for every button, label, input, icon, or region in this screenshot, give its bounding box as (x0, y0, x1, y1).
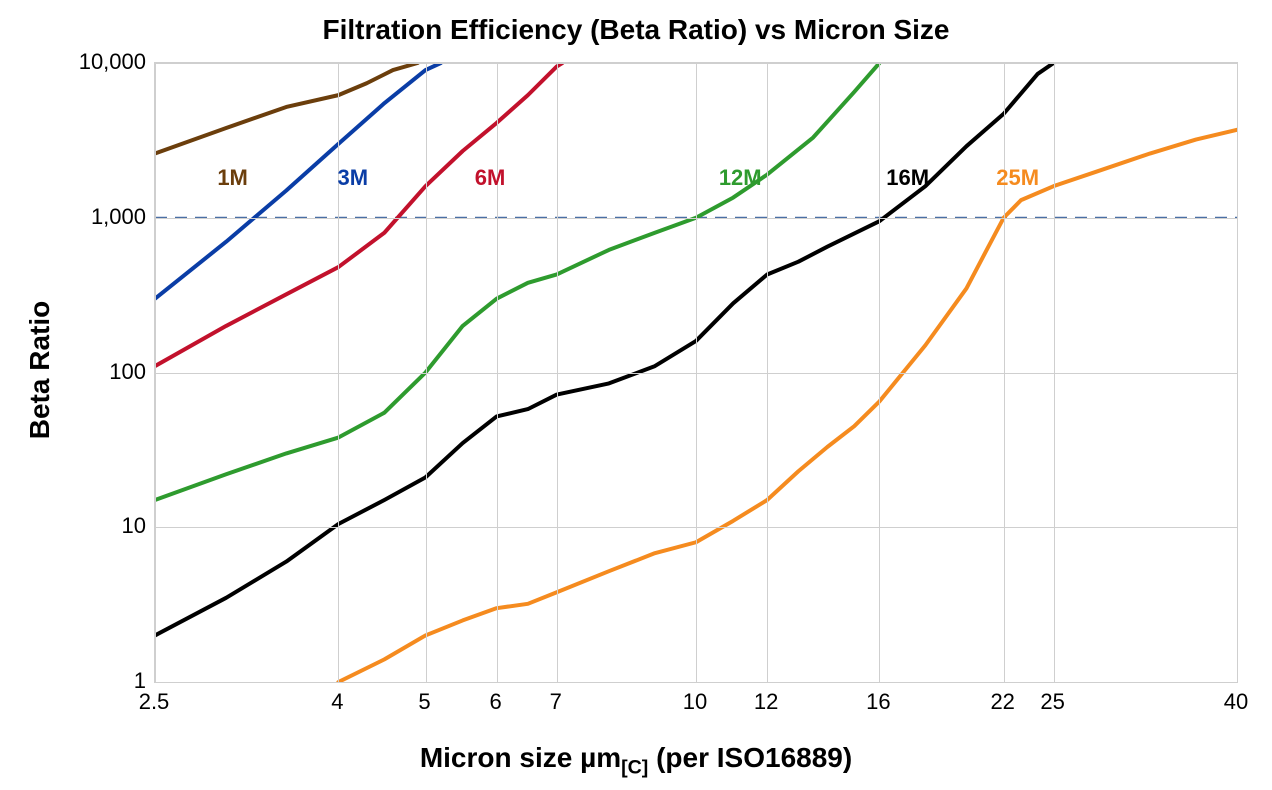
x-tick-label: 12 (754, 689, 778, 715)
y-tick-label: 100 (109, 359, 146, 385)
series-label-25M: 25M (996, 165, 1039, 191)
series-line-16M (155, 63, 1054, 635)
plot-area: 1M 3M 6M 12M 16M 25M (154, 62, 1238, 683)
chart-title: Filtration Efficiency (Beta Ratio) vs Mi… (0, 14, 1272, 46)
series-line-6M (155, 63, 562, 366)
series-label-1M: 1M (217, 165, 248, 191)
y-axis-label: Beta Ratio (24, 301, 56, 439)
series-label-3M: 3M (338, 165, 369, 191)
series-line-3M (155, 63, 441, 299)
x-tick-label: 40 (1224, 689, 1248, 715)
x-tick-label: 5 (418, 689, 430, 715)
gridline-v (1237, 63, 1238, 682)
y-tick-label: 1,000 (91, 204, 146, 230)
series-label-16M: 16M (886, 165, 929, 191)
series-line-12M (155, 63, 879, 500)
y-tick-label: 1 (134, 668, 146, 694)
x-tick-label: 22 (990, 689, 1014, 715)
gridline-h (155, 63, 1237, 64)
gridline-h (155, 218, 1237, 219)
series-label-12M: 12M (719, 165, 762, 191)
gridline-h (155, 527, 1237, 528)
y-tick-label: 10 (122, 513, 146, 539)
gridline-h (155, 373, 1237, 374)
x-tick-label: 16 (866, 689, 890, 715)
series-line-25M (338, 130, 1237, 682)
x-axis-label: Micron size µm[C] (per ISO16889) (0, 742, 1272, 780)
series-label-6M: 6M (475, 165, 506, 191)
x-tick-label: 7 (550, 689, 562, 715)
gridline-h (155, 682, 1237, 683)
x-tick-label: 10 (683, 689, 707, 715)
chart-container: Filtration Efficiency (Beta Ratio) vs Mi… (0, 0, 1272, 790)
x-tick-label: 4 (331, 689, 343, 715)
x-tick-label: 25 (1040, 689, 1064, 715)
x-tick-label: 6 (490, 689, 502, 715)
y-tick-label: 10,000 (79, 49, 146, 75)
